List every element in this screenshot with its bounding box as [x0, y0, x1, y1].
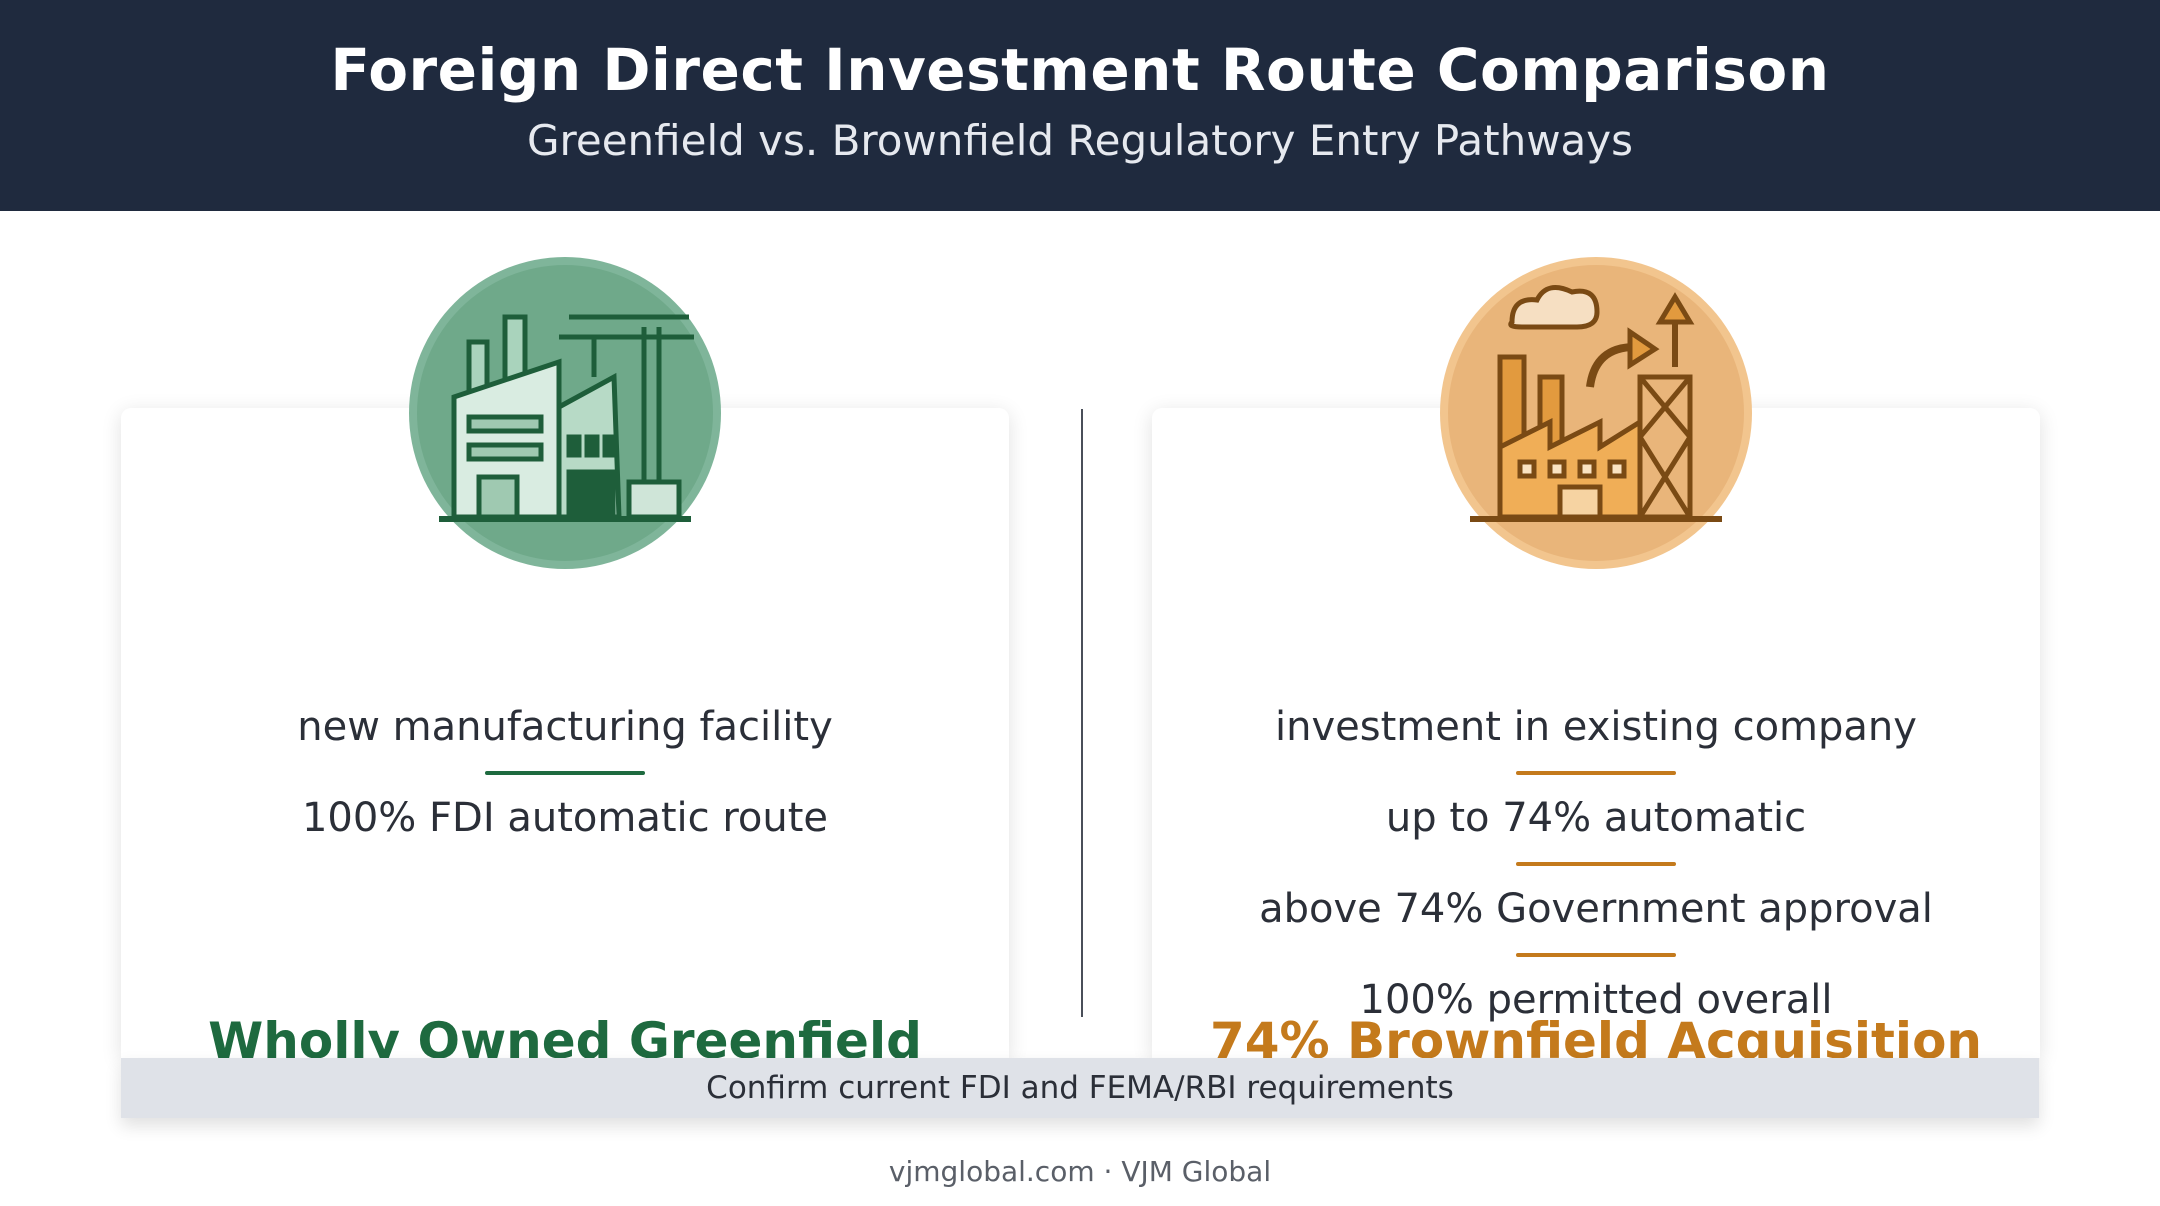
subtitle: Greenfield vs. Brownfield Regulatory Ent… — [526, 116, 1634, 165]
separator — [1516, 862, 1676, 866]
panel-line: 100% FDI automatic route — [301, 795, 829, 841]
panel-line: up to 74% automatic — [1385, 795, 1807, 841]
panel-line: above 74% Government approval — [1259, 886, 1933, 932]
separator — [1516, 953, 1676, 957]
brownfield-icon — [1440, 257, 1752, 569]
note-band: Confirm current FDI and FEMA/RBI require… — [121, 1058, 2039, 1118]
note: Confirm current FDI and FEMA/RBI require… — [706, 1070, 1454, 1106]
title: Foreign Direct Investment Route Comparis… — [330, 36, 1830, 104]
panel-line: 100% permitted overall — [1359, 977, 1833, 1023]
panel-line: new manufacturing facility — [297, 704, 833, 750]
divider — [1081, 409, 1083, 1017]
footer: vjmglobal.com · VJM Global — [888, 1155, 1272, 1188]
panel-line: investment in existing company — [1275, 704, 1917, 750]
separator — [485, 771, 645, 775]
header: Foreign Direct Investment Route Comparis… — [0, 0, 2160, 211]
greenfield-icon — [409, 257, 721, 569]
separator — [1516, 771, 1676, 775]
